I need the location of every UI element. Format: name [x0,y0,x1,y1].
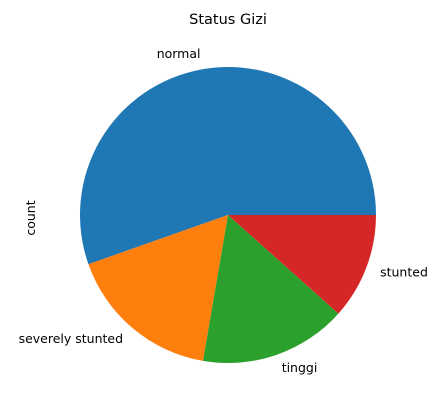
pie-slice-normal [80,67,377,265]
y-axis-label: count [23,200,38,235]
pie-label-normal: normal [157,46,201,61]
pie-labels: normal severely stunted tinggi stunted [19,46,428,375]
pie-label-severely-stunted: severely stunted [19,331,123,346]
pie-slices [80,67,377,363]
pie-label-tinggi: tinggi [282,360,318,375]
pie-slice-tinggi [203,215,339,363]
pie-slice-severely-stunted [88,215,228,361]
pie-slice-stunted [228,215,376,314]
chart-title: Status Gizi [189,12,267,28]
pie-label-stunted: stunted [380,265,428,280]
